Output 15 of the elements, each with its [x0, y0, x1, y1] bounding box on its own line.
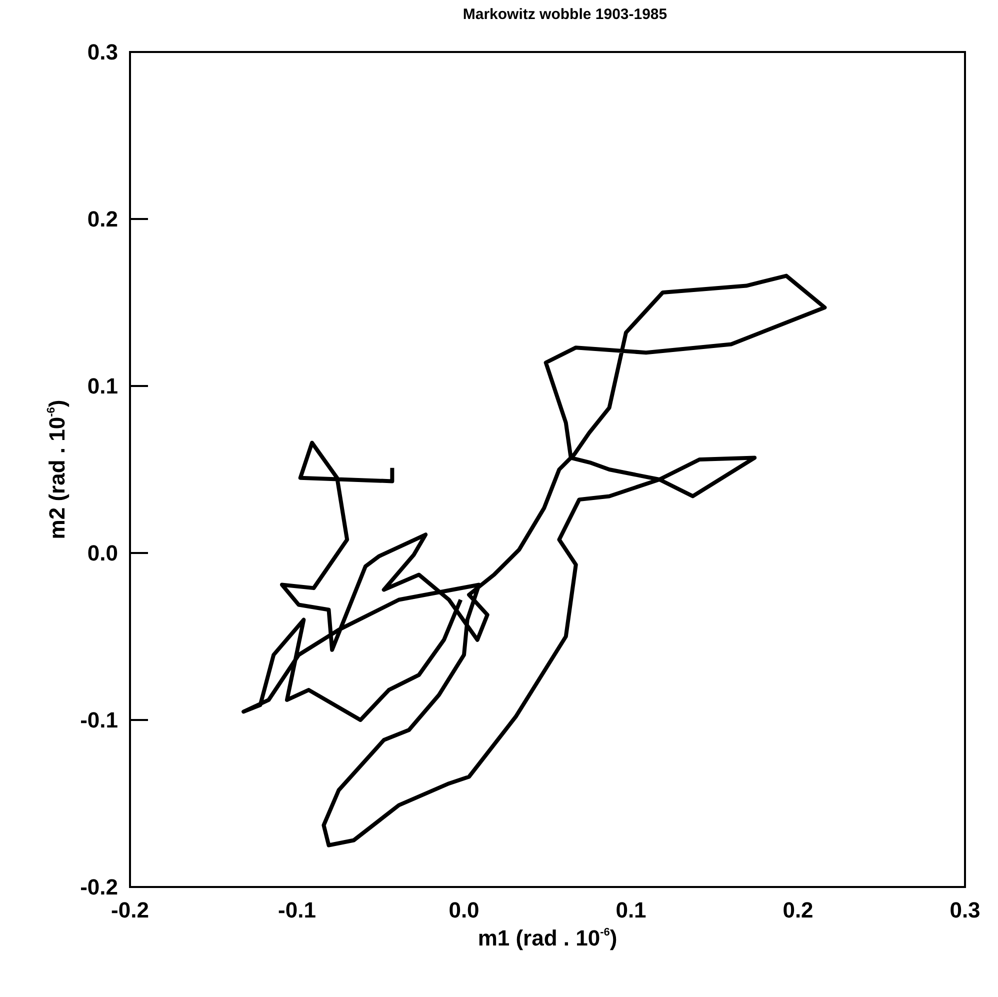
line-series: [242, 274, 827, 848]
y-tick-label: 0.1: [87, 374, 118, 398]
x-tick-label: 0.2: [782, 898, 814, 922]
x-tick-label: -0.2: [111, 898, 149, 922]
y-tick-label: 0.3: [87, 40, 118, 64]
x-tick-label: -0.1: [278, 898, 316, 922]
y-axis-title: m2 (rad . 10-6): [44, 400, 70, 540]
y-tick-label: 0.2: [87, 206, 118, 232]
x-tick-label: 0.0: [448, 898, 480, 922]
y-tick-label: -0.1: [80, 708, 118, 732]
chart-title: Markowitz wobble 1903-1985: [462, 6, 668, 23]
x-tick-label: 0.3: [950, 898, 980, 922]
y-tick-label: -0.2: [80, 874, 118, 900]
x-tick-label: 0.1: [616, 898, 646, 922]
y-tick-label: 0.0: [87, 540, 118, 566]
